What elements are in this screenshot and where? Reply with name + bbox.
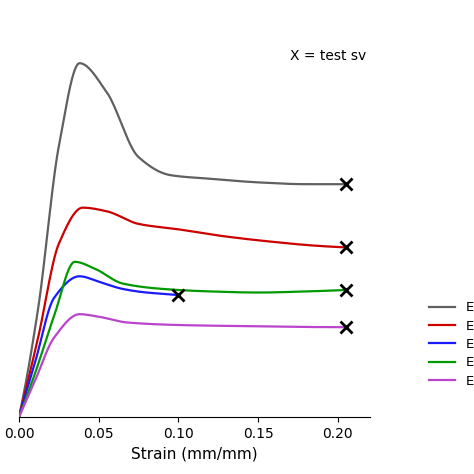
Text: X = test sv: X = test sv xyxy=(290,49,366,64)
X-axis label: Strain (mm/mm): Strain (mm/mm) xyxy=(131,447,258,461)
Legend: EPG, EPG, EPG, EPG, EPG: EPG, EPG, EPG, EPG, EPG xyxy=(425,298,474,392)
